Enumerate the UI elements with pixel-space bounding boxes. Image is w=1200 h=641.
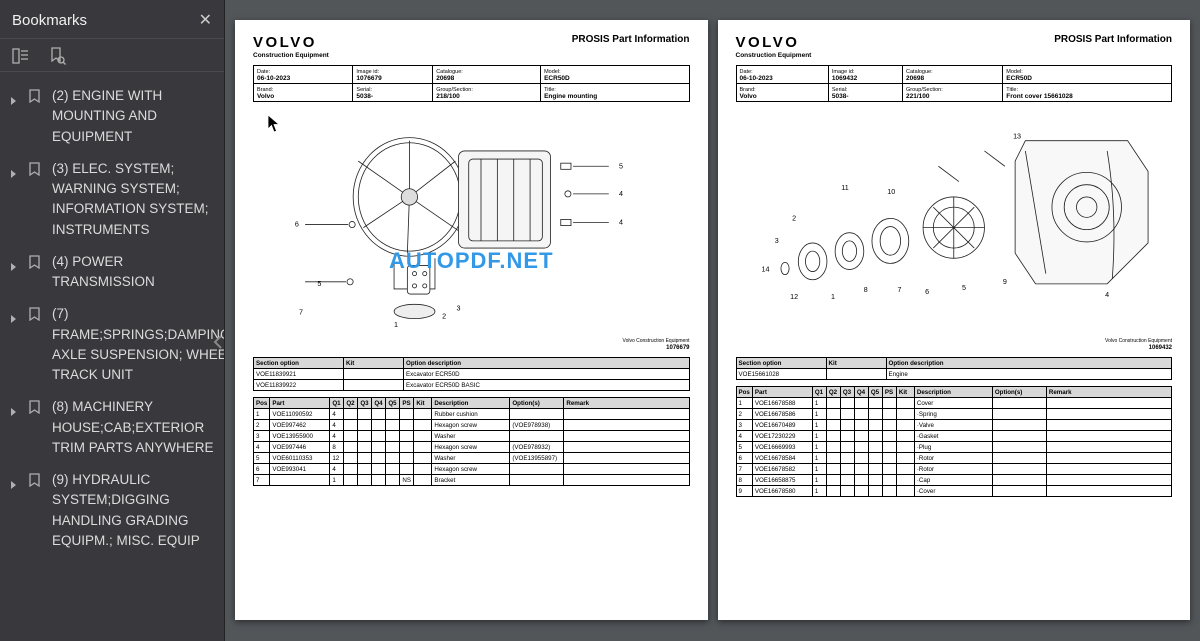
find-bookmark-icon[interactable] — [48, 47, 66, 65]
table-row: 4VOE172302291·Gasket — [736, 431, 1172, 442]
pdf-page-2: VOLVO Construction Equipment PROSIS Part… — [718, 20, 1191, 620]
svg-text:2: 2 — [792, 214, 796, 222]
pdf-page-1: VOLVO Construction Equipment PROSIS Part… — [235, 20, 708, 620]
parts-table: PosPart Q1Q2Q3Q4Q5 PSKitDescriptionOptio… — [253, 397, 690, 486]
table-row: 71NSBracket — [254, 475, 690, 486]
svg-text:8: 8 — [864, 286, 868, 294]
svg-text:6: 6 — [295, 221, 299, 229]
svg-text:7: 7 — [898, 286, 902, 294]
page-title: PROSIS Part Information — [1054, 34, 1172, 45]
section-table: Section optionKitOption description VOE1… — [736, 357, 1173, 380]
chevron-right-icon[interactable] — [10, 310, 18, 330]
table-row: 4VOE9974468Hexagon screw(VOE978932) — [254, 442, 690, 453]
chevron-right-icon[interactable] — [10, 92, 18, 112]
bookmark-item[interactable]: (3) ELEC. SYSTEM; WARNING SYSTEM; INFORM… — [6, 153, 218, 246]
bookmark-label: (7) FRAME;SPRINGS;DAMPING; AXLE SUSPENSI… — [52, 304, 224, 385]
svg-text:14: 14 — [761, 266, 769, 274]
bookmark-item[interactable]: (9) HYDRAULIC SYSTEM;DIGGING HANDLING GR… — [6, 464, 218, 557]
svg-text:7: 7 — [299, 309, 303, 317]
bookmark-item[interactable]: (2) ENGINE WITH MOUNTING AND EQUIPMENT — [6, 80, 218, 153]
svg-text:4: 4 — [1105, 291, 1109, 299]
bookmark-label: (9) HYDRAULIC SYSTEM;DIGGING HANDLING GR… — [52, 470, 214, 551]
diagram-footer: Volvo Construction Equipment 1069432 — [736, 339, 1173, 351]
brand-subtitle: Construction Equipment — [253, 52, 329, 59]
svg-text:9: 9 — [1003, 278, 1007, 286]
sidebar-toolbar — [0, 39, 224, 72]
brand-logo: VOLVO — [253, 34, 329, 51]
brand-logo: VOLVO — [736, 34, 812, 51]
bookmark-icon — [28, 89, 42, 109]
bookmark-icon — [28, 307, 42, 327]
collapse-icon[interactable] — [212, 332, 224, 352]
svg-text:6: 6 — [925, 288, 929, 296]
chevron-right-icon[interactable] — [10, 258, 18, 278]
table-row: 1VOE166785881Cover — [736, 398, 1172, 409]
sidebar-header: Bookmarks ✕ — [0, 0, 224, 39]
svg-text:13: 13 — [1013, 133, 1021, 141]
table-row: 7VOE166785821·Rotor — [736, 464, 1172, 475]
part-diagram: 544 657 123 AUTOPDF.NET — [253, 110, 690, 335]
svg-text:1: 1 — [395, 321, 399, 329]
svg-text:2: 2 — [443, 313, 447, 321]
table-row: 5VOE166699931·Plug — [736, 442, 1172, 453]
bookmark-label: (3) ELEC. SYSTEM; WARNING SYSTEM; INFORM… — [52, 159, 214, 240]
table-row: 9VOE166785801·Cover — [736, 486, 1172, 497]
bookmark-icon — [28, 473, 42, 493]
bookmark-item[interactable]: (8) MACHINERY HOUSE;CAB;EXTERIOR TRIM PA… — [6, 391, 218, 464]
bookmark-label: (2) ENGINE WITH MOUNTING AND EQUIPMENT — [52, 86, 214, 147]
svg-text:4: 4 — [620, 219, 624, 227]
svg-text:10: 10 — [887, 188, 895, 196]
close-icon[interactable]: ✕ — [199, 10, 212, 30]
bookmark-item[interactable]: (7) FRAME;SPRINGS;DAMPING; AXLE SUSPENSI… — [6, 298, 218, 391]
svg-text:5: 5 — [620, 162, 624, 170]
bookmark-icon — [28, 162, 42, 182]
chevron-right-icon[interactable] — [10, 476, 18, 496]
bookmarks-list: (2) ENGINE WITH MOUNTING AND EQUIPMENT (… — [0, 72, 224, 565]
chevron-right-icon[interactable] — [10, 165, 18, 185]
table-row: 6VOE9930414Hexagon screw — [254, 464, 690, 475]
svg-text:4: 4 — [620, 190, 624, 198]
header-info-table: Date:06-10-2023 Image id:1076679 Catalog… — [253, 65, 690, 102]
svg-text:3: 3 — [457, 304, 461, 312]
svg-text:12: 12 — [790, 293, 798, 301]
outline-view-icon[interactable] — [12, 47, 30, 65]
parts-table: PosPart Q1Q2Q3Q4Q5 PSKitDescriptionOptio… — [736, 386, 1173, 497]
section-table: Section optionKitOption description VOE1… — [253, 357, 690, 391]
bookmark-label: (4) POWER TRANSMISSION — [52, 252, 214, 293]
diagram-footer: Volvo Construction Equipment 1076679 — [253, 339, 690, 351]
table-row: 3VOE139559004Washer — [254, 431, 690, 442]
table-row: 5VOE6011035312Washer(VOE13955897) — [254, 453, 690, 464]
svg-text:5: 5 — [962, 284, 966, 292]
header-info-table: Date:06-10-2023 Image id:1069432 Catalog… — [736, 65, 1173, 102]
sidebar-title: Bookmarks — [12, 12, 87, 29]
bookmark-icon — [28, 255, 42, 275]
svg-text:5: 5 — [318, 280, 322, 288]
svg-text:11: 11 — [841, 184, 848, 192]
cursor-icon — [267, 114, 281, 134]
bookmark-icon — [28, 400, 42, 420]
bookmarks-sidebar: Bookmarks ✕ (2) ENGINE WITH MOUNTING AND… — [0, 0, 225, 641]
page-title: PROSIS Part Information — [572, 34, 690, 45]
table-row: 1VOE110905924Rubber cushion — [254, 409, 690, 420]
part-diagram: 13 11 10 2 3 14 12 1 8 7 6 5 9 4 — [736, 110, 1173, 335]
table-row: 3VOE166704891·Valve — [736, 420, 1172, 431]
bookmark-label: (8) MACHINERY HOUSE;CAB;EXTERIOR TRIM PA… — [52, 397, 214, 458]
svg-text:3: 3 — [775, 237, 779, 245]
table-row: 6VOE166785841·Rotor — [736, 453, 1172, 464]
chevron-right-icon[interactable] — [10, 403, 18, 423]
table-row: 2VOE166785861·Spring — [736, 409, 1172, 420]
document-viewport[interactable]: VOLVO Construction Equipment PROSIS Part… — [225, 0, 1200, 641]
table-row: 2VOE9974624Hexagon screw(VOE978938) — [254, 420, 690, 431]
bookmark-item[interactable]: (4) POWER TRANSMISSION — [6, 246, 218, 299]
brand-subtitle: Construction Equipment — [736, 52, 812, 59]
table-row: 8VOE166588751·Cap — [736, 475, 1172, 486]
svg-text:1: 1 — [831, 293, 835, 301]
